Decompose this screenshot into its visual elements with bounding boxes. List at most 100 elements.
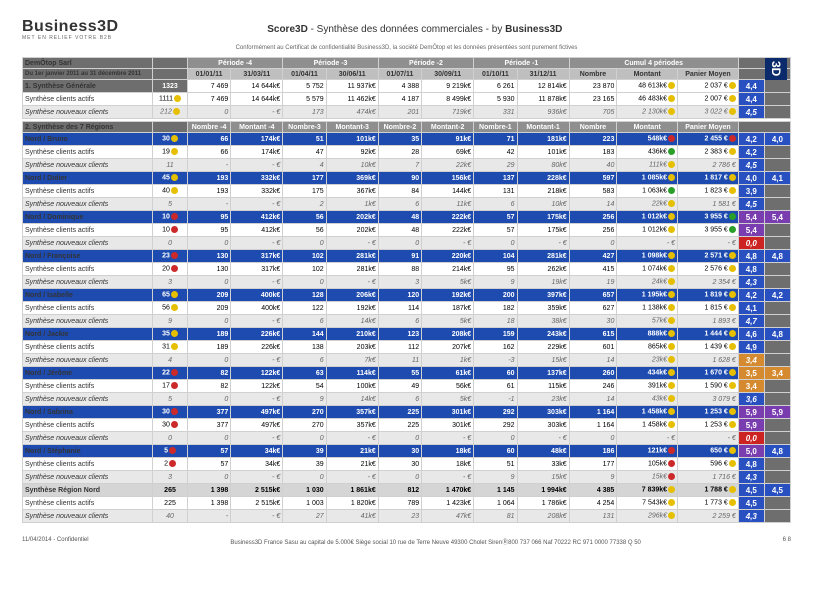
cell: 29 xyxy=(474,159,517,172)
row-label: Synthèse nouveaux clients xyxy=(23,159,153,172)
score: 4,2 xyxy=(738,146,764,159)
status-dot xyxy=(729,330,736,337)
status-dot xyxy=(668,187,675,194)
row-count: 23 xyxy=(153,250,188,263)
cell: 6 xyxy=(283,354,326,367)
cell: 377 xyxy=(187,406,230,419)
cell: 270 xyxy=(283,406,326,419)
row-count: 11 xyxy=(153,159,188,172)
page-title: Score3D - Synthèse des données commercia… xyxy=(119,24,711,35)
row-label: Synthèse nouveaux clients xyxy=(23,276,153,289)
cell: 57 xyxy=(187,458,230,471)
row-count: 65 xyxy=(153,289,188,302)
cell: - € xyxy=(231,432,283,445)
score: 4,5 xyxy=(738,484,764,497)
cell: 8 499k€ xyxy=(422,93,474,106)
row-count: 22 xyxy=(153,367,188,380)
status-dot xyxy=(171,382,178,389)
cell: 51 xyxy=(474,458,517,471)
cell: 101k€ xyxy=(326,133,378,146)
cell: 159 xyxy=(474,328,517,341)
status-dot xyxy=(668,382,675,389)
cell: 214k€ xyxy=(422,263,474,276)
cell: 1 064 xyxy=(474,497,517,510)
row-count: 10 xyxy=(153,224,188,237)
cell: 357k€ xyxy=(326,419,378,432)
status-dot xyxy=(729,252,736,259)
cell: 90 xyxy=(378,172,421,185)
status-dot xyxy=(729,213,736,220)
cell: 95 xyxy=(187,224,230,237)
cell: 359k€ xyxy=(517,302,569,315)
status-dot xyxy=(668,395,675,402)
score: 4,2 xyxy=(764,289,790,302)
cell: 189 xyxy=(187,341,230,354)
status-dot xyxy=(668,421,675,428)
score: 4,2 xyxy=(738,289,764,302)
status-dot xyxy=(171,421,178,428)
cell: 66 xyxy=(187,133,230,146)
cell: 81 xyxy=(474,510,517,523)
cell: 400k€ xyxy=(231,302,283,315)
row-count: 0 xyxy=(153,237,188,250)
cell: 39 xyxy=(283,458,326,471)
row-label: Synthèse clients actifs xyxy=(23,146,153,159)
cell: 14k€ xyxy=(326,393,378,406)
cell: 202k€ xyxy=(326,224,378,237)
cell: 6 261 xyxy=(474,80,517,93)
group-name: Nord / Bruno xyxy=(23,133,153,146)
cell: 207k€ xyxy=(422,341,474,354)
status-dot xyxy=(668,486,675,493)
cell: - € xyxy=(231,471,283,484)
row-count: 17 xyxy=(153,380,188,393)
cell: 137k€ xyxy=(517,367,569,380)
cell: 497k€ xyxy=(231,406,283,419)
status-dot xyxy=(171,174,178,181)
cell: 61 xyxy=(474,380,517,393)
cell: 174k€ xyxy=(231,133,283,146)
date-range: Du 1er janvier 2011 au 31 décembre 2011 xyxy=(23,69,153,80)
cell: 18 xyxy=(474,315,517,328)
status-dot xyxy=(729,135,736,142)
cell: 30 xyxy=(378,445,421,458)
cell: 0 xyxy=(187,471,230,484)
cell: 2 515k€ xyxy=(231,484,283,497)
cell: 28 xyxy=(378,146,421,159)
cell: 210k€ xyxy=(326,328,378,341)
cell: 48k€ xyxy=(517,445,569,458)
score: 4,4 xyxy=(738,93,764,106)
row-count: 1111 xyxy=(153,93,188,106)
cell: 317k€ xyxy=(231,263,283,276)
cell: 35 xyxy=(378,133,421,146)
cell: 1 145 xyxy=(474,484,517,497)
cell: 156k€ xyxy=(422,172,474,185)
cell: 193 xyxy=(187,185,230,198)
row-count: 9 xyxy=(153,315,188,328)
row-label: Synthèse clients actifs xyxy=(23,263,153,276)
cell: 332k€ xyxy=(231,172,283,185)
row-label: Synthèse clients actifs xyxy=(23,458,153,471)
cell: - € xyxy=(517,432,569,445)
cell: 41k€ xyxy=(326,510,378,523)
cell: -3 xyxy=(474,354,517,367)
cell: 144k€ xyxy=(422,185,474,198)
status-dot xyxy=(169,460,176,467)
cell: 357k€ xyxy=(326,406,378,419)
score: 0,0 xyxy=(738,237,764,250)
cell: 173 xyxy=(283,106,326,119)
cell: 9 xyxy=(283,393,326,406)
status-dot xyxy=(668,343,675,350)
row-count: 2 xyxy=(153,458,188,471)
score: 4,7 xyxy=(738,315,764,328)
cell: - € xyxy=(326,432,378,445)
cell: - xyxy=(187,510,230,523)
row-count: 212 xyxy=(153,106,188,119)
row-count: 0 xyxy=(153,432,188,445)
cell: 48 xyxy=(378,224,421,237)
row-label: Synthèse nouveaux clients xyxy=(23,393,153,406)
status-dot xyxy=(729,343,736,350)
cell: 91k€ xyxy=(422,133,474,146)
period-header: Période -4 xyxy=(187,58,282,69)
status-dot xyxy=(729,148,736,155)
cell: 0 xyxy=(378,432,421,445)
